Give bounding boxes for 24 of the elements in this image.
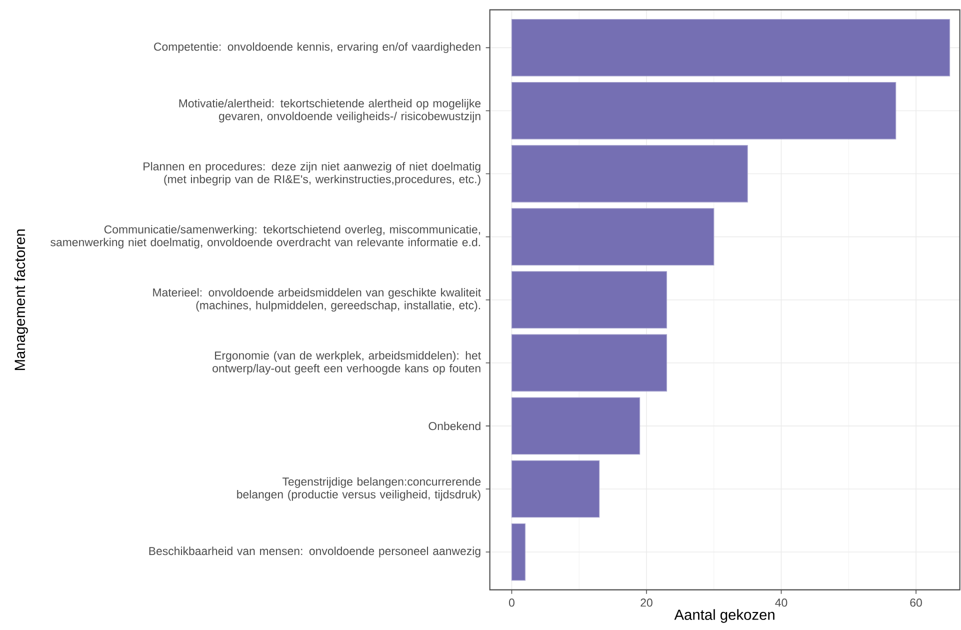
bar bbox=[511, 460, 600, 518]
x-tick-label: 20 bbox=[640, 598, 652, 607]
x-tick-label: 60 bbox=[910, 598, 922, 607]
bar bbox=[511, 334, 668, 392]
y-tick-label: Motivatie/alertheid: tekortschietende alertheid op mogelijke gevaren, onvoldoende veiligheids-/ risicobewustzijn bbox=[179, 98, 481, 122]
y-tick-label: Tegenstrijdige belangen:concurrerende belangen (productie versus veiligheid, tijdsdruk) bbox=[237, 477, 481, 501]
bar bbox=[511, 82, 896, 140]
bar bbox=[511, 397, 640, 455]
bar bbox=[511, 208, 714, 266]
x-tick-label: 0 bbox=[508, 598, 514, 607]
x-axis-title: Aantal gekozen bbox=[674, 609, 774, 623]
bar bbox=[511, 271, 668, 329]
x-tick-label: 40 bbox=[775, 598, 788, 607]
bar bbox=[511, 18, 950, 76]
y-tick-label: Communicatie/samenwerking: tekortschietend overleg, miscommunicatie, samenwerking niet doelmatig, onvoldoende overdracht van relevante informatie e.d. bbox=[50, 225, 480, 249]
y-tick-label: Competentie: onvoldoende kennis, ervaring en/of vaardigheden bbox=[154, 42, 480, 54]
y-tick-label: Plannen en procedures: deze zijn niet aanwezig of niet doelmatig (met inbegrip van de RI&E's, werkinstructies,procedures, etc.) bbox=[144, 162, 480, 186]
y-tick-label: Ergonomie (van de werkplek, arbeidsmiddelen): het ontwerp/lay-out geeft een verhoogde kans op fouten bbox=[212, 351, 481, 375]
y-tick-label: Materieel: onvoldoende arbeidsmiddelen van geschikte kwaliteit (machines, hulpmiddelen, gereedschap, installatie, etc). bbox=[153, 288, 481, 312]
y-tick-label: Onbekend bbox=[428, 422, 480, 430]
y-axis-title: Management factoren bbox=[14, 229, 28, 370]
bar bbox=[511, 523, 526, 581]
bar bbox=[511, 145, 748, 202]
y-tick-label: Beschikbaarheid van mensen: onvoldoende personeel aanwezig bbox=[149, 546, 480, 558]
